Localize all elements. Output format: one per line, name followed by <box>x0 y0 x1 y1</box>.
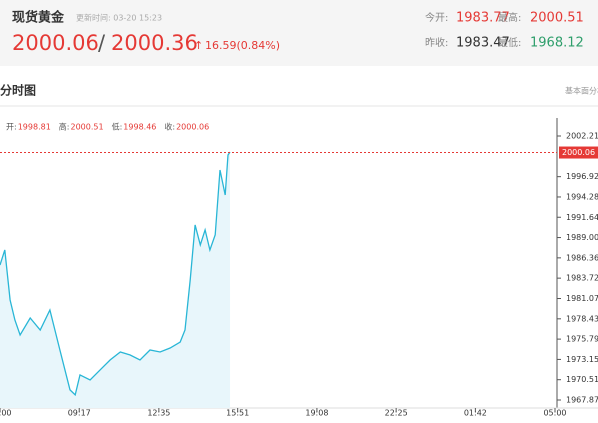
high-label: 最高: <box>498 11 521 24</box>
change: 16.59(0.84%) <box>205 39 280 52</box>
y-tick-label: 1967.87 <box>566 396 598 405</box>
open-label: 今开: <box>425 11 448 24</box>
arrow: ↑ <box>194 39 203 52</box>
update-time: 更新时间: 03-20 15:23 <box>76 13 162 23</box>
price: 2000.06 <box>12 31 99 55</box>
x-tick-label: 22:25 <box>385 409 408 418</box>
x-tick-label: 01:42 <box>464 409 487 418</box>
info-value: 1998.46 <box>123 123 156 132</box>
prev-label: 昨收: <box>425 36 448 49</box>
title: 现货黄金 <box>12 10 65 26</box>
low-label: 最低: <box>498 36 521 49</box>
y-tick-label: 1975.79 <box>566 335 598 344</box>
y-tick-label: 1970.51 <box>566 375 598 384</box>
section-title: 分时图 <box>0 83 36 98</box>
y-tick-label: 1994.28 <box>566 192 598 201</box>
y-tick-label: 2002.21 <box>566 132 598 141</box>
x-tick-label: 15:51 <box>226 409 249 418</box>
y-tick-label: 1973.15 <box>566 355 598 364</box>
info-label: 开: <box>6 123 17 132</box>
section-link[interactable]: 基本面分析 <box>565 86 598 96</box>
info-value: 2000.06 <box>176 123 209 132</box>
x-tick-label: 12:35 <box>147 409 170 418</box>
y-tick-label: 1991.64 <box>566 213 598 222</box>
price-line <box>0 151 231 397</box>
y-tick-label: 1978.43 <box>566 314 598 323</box>
low: 1968.12 <box>530 36 584 51</box>
prev: 1983.47 <box>456 36 510 51</box>
last-price-label: 2000.06 <box>562 148 595 157</box>
info-label: 收: <box>164 122 175 132</box>
y-tick-label: 1981.07 <box>566 294 598 303</box>
x-tick-label: 05:00 <box>543 409 566 418</box>
info-label: 高: <box>59 122 70 132</box>
x-tick-label: 19:08 <box>305 409 328 418</box>
y-tick-label: 1996.92 <box>566 172 598 181</box>
info-label: 低: <box>112 122 123 132</box>
price2: 2000.36 <box>111 31 198 55</box>
x-tick-label: 06:00 <box>0 409 12 418</box>
open: 1983.77 <box>456 11 510 26</box>
x-tick-label: 09:17 <box>68 409 91 418</box>
header-bg <box>0 0 598 66</box>
separator: / <box>98 31 106 55</box>
area <box>0 152 231 408</box>
y-tick-label: 1983.72 <box>566 274 598 283</box>
y-tick-label: 1986.36 <box>566 253 598 262</box>
high: 2000.51 <box>530 11 584 26</box>
info-value: 2000.51 <box>71 123 104 132</box>
info-value: 1998.81 <box>18 123 51 132</box>
last-price-box <box>559 146 598 159</box>
y-tick-label: 1989.00 <box>566 233 598 242</box>
